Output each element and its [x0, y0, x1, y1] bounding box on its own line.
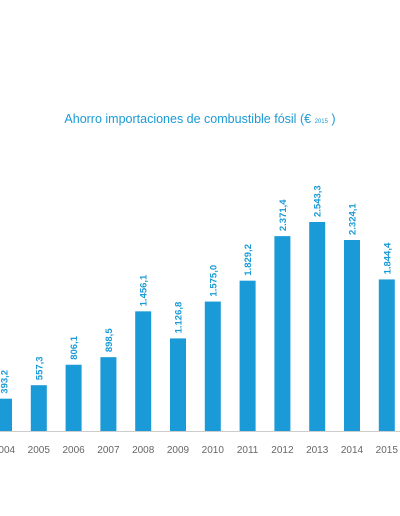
- x-tick-label-2005: 2005: [28, 445, 51, 456]
- bar-2007: [100, 357, 117, 431]
- bar-2009: [170, 338, 186, 431]
- chart-title-unit-close: ): [331, 112, 336, 126]
- x-tick-label-2011: 2011: [237, 445, 259, 456]
- bar-2015: [378, 279, 395, 431]
- x-tick-label-2008: 2008: [132, 445, 155, 456]
- x-tick-label-2009: 2009: [167, 445, 190, 456]
- chart-title: Ahorro importaciones de combustible fósi…: [0, 112, 400, 126]
- value-label-2009: 1.126,8: [174, 302, 185, 334]
- x-tick-label-2010: 2010: [202, 445, 225, 456]
- bar-2006: [65, 364, 82, 431]
- value-label-2012: 2.371,4: [278, 199, 289, 231]
- chart-title-text: Ahorro importaciones de combustible fósi…: [64, 112, 297, 126]
- value-label-2008: 1.456,1: [139, 274, 150, 306]
- value-label-2013: 2.543,3: [313, 185, 324, 217]
- bar-2004: [0, 398, 12, 431]
- value-label-2014: 2.324,1: [348, 203, 359, 235]
- chart-title-unit-sub: 2015: [314, 119, 328, 125]
- bar-2013: [309, 222, 326, 431]
- bar-2005: [30, 385, 47, 431]
- value-label-2015: 1.844,4: [382, 242, 393, 274]
- x-tick-label-2012: 2012: [271, 445, 294, 456]
- value-label-2006: 806,1: [69, 335, 80, 359]
- bar-2011: [239, 280, 256, 431]
- chart-title-unit: (€: [299, 112, 312, 126]
- value-label-2007: 898,5: [104, 328, 115, 352]
- bar-2014: [344, 240, 360, 431]
- bar-2012: [274, 236, 291, 431]
- bar-2010: [204, 301, 221, 431]
- x-tick-label-2007: 2007: [97, 445, 120, 456]
- x-tick-label-2014: 2014: [341, 445, 364, 456]
- value-label-2011: 1.829,2: [243, 244, 254, 276]
- bar-2008: [135, 311, 152, 431]
- x-tick-label-2015: 2015: [376, 445, 399, 456]
- value-label-2005: 557,3: [34, 356, 45, 380]
- x-tick-label-2013: 2013: [306, 445, 329, 456]
- value-label-2010: 1.575,0: [208, 265, 219, 297]
- value-label-2004: 393,2: [0, 370, 11, 394]
- x-tick-label-2006: 2006: [62, 445, 85, 456]
